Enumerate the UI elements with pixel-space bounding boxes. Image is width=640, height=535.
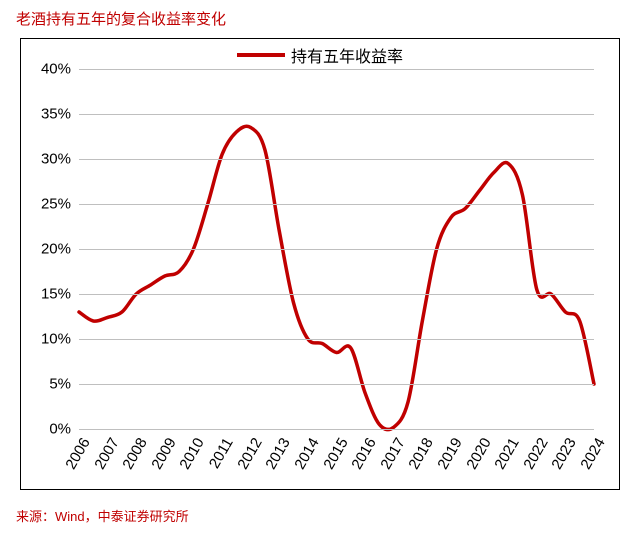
source-text: 来源：Wind，中泰证券研究所 [16, 506, 189, 525]
chart-frame: 持有五年收益率 0%5%10%15%20%25%30%35%40%2006200… [20, 38, 620, 490]
y-axis-label: 15% [21, 286, 71, 303]
gridline [79, 339, 594, 340]
x-axis-label: 2007 [91, 435, 122, 472]
x-axis-label: 2020 [463, 435, 494, 472]
x-axis-label: 2010 [177, 435, 208, 472]
y-axis-label: 30% [21, 151, 71, 168]
gridline [79, 384, 594, 385]
x-axis-label: 2009 [148, 435, 179, 472]
y-axis-label: 20% [21, 241, 71, 258]
x-axis-label: 2023 [549, 435, 580, 472]
y-axis-label: 40% [21, 61, 71, 78]
x-axis-label: 2006 [62, 435, 93, 472]
x-axis-label: 2021 [491, 435, 522, 472]
x-axis-label: 2015 [320, 435, 351, 472]
x-axis-label: 2016 [348, 435, 379, 472]
legend-label: 持有五年收益率 [291, 49, 403, 66]
gridline [79, 294, 594, 295]
x-axis-label: 2013 [263, 435, 294, 472]
legend: 持有五年收益率 [21, 43, 619, 67]
x-axis-label: 2019 [434, 435, 465, 472]
gridline [79, 114, 594, 115]
x-axis-label: 2012 [234, 435, 265, 472]
y-axis-label: 5% [21, 376, 71, 393]
gridline [79, 159, 594, 160]
gridline [79, 69, 594, 70]
plot-area [79, 69, 594, 429]
x-axis-label: 2017 [377, 435, 408, 472]
y-axis-label: 25% [21, 196, 71, 213]
x-axis-label: 2008 [120, 435, 151, 472]
x-axis-label: 2024 [577, 435, 608, 472]
gridline [79, 429, 594, 430]
x-axis-label: 2022 [520, 435, 551, 472]
gridline [79, 204, 594, 205]
chart-title: 老酒持有五年的复合收益率变化 [16, 8, 226, 29]
legend-swatch [237, 53, 285, 57]
y-axis-label: 35% [21, 106, 71, 123]
y-axis-label: 0% [21, 421, 71, 438]
x-axis-label: 2014 [291, 435, 322, 472]
x-axis-label: 2018 [406, 435, 437, 472]
x-axis-label: 2011 [206, 435, 237, 471]
y-axis-label: 10% [21, 331, 71, 348]
gridline [79, 249, 594, 250]
